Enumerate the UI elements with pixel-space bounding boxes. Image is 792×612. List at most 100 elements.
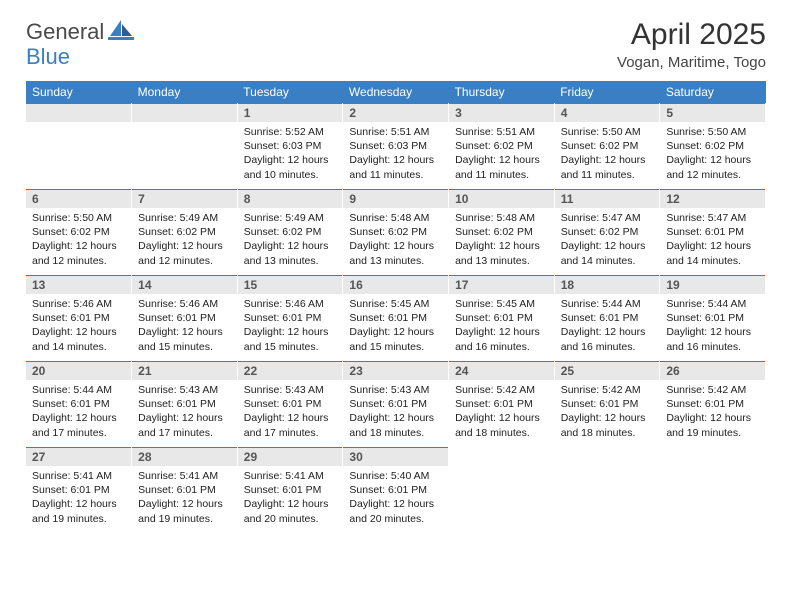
calendar-week-row: 27Sunrise: 5:41 AMSunset: 6:01 PMDayligh… <box>26 447 766 533</box>
day-content: Sunrise: 5:47 AMSunset: 6:01 PMDaylight:… <box>660 208 765 274</box>
day-number: 12 <box>660 189 765 208</box>
calendar-day-cell: 21Sunrise: 5:43 AMSunset: 6:01 PMDayligh… <box>132 361 238 447</box>
calendar-day-cell: 3Sunrise: 5:51 AMSunset: 6:02 PMDaylight… <box>449 103 555 189</box>
day-content: Sunrise: 5:45 AMSunset: 6:01 PMDaylight:… <box>343 294 448 360</box>
weekday-header: Friday <box>554 81 660 103</box>
day-number: 3 <box>449 103 554 122</box>
calendar-day-cell <box>449 447 555 533</box>
day-content: Sunrise: 5:51 AMSunset: 6:03 PMDaylight:… <box>343 122 448 188</box>
day-number: 5 <box>660 103 765 122</box>
weekday-header: Monday <box>132 81 238 103</box>
day-number: 2 <box>343 103 448 122</box>
day-content: Sunrise: 5:46 AMSunset: 6:01 PMDaylight:… <box>238 294 343 360</box>
day-number: 9 <box>343 189 448 208</box>
day-content: Sunrise: 5:40 AMSunset: 6:01 PMDaylight:… <box>343 466 448 532</box>
day-content: Sunrise: 5:43 AMSunset: 6:01 PMDaylight:… <box>238 380 343 446</box>
day-content: Sunrise: 5:41 AMSunset: 6:01 PMDaylight:… <box>26 466 131 532</box>
day-number: 24 <box>449 361 554 380</box>
calendar-day-cell: 30Sunrise: 5:40 AMSunset: 6:01 PMDayligh… <box>343 447 449 533</box>
day-number: 1 <box>238 103 343 122</box>
day-content: Sunrise: 5:44 AMSunset: 6:01 PMDaylight:… <box>555 294 660 360</box>
day-content: Sunrise: 5:42 AMSunset: 6:01 PMDaylight:… <box>660 380 765 446</box>
day-number: 29 <box>238 447 343 466</box>
calendar-table: Sunday Monday Tuesday Wednesday Thursday… <box>26 81 766 533</box>
calendar-week-row: 1Sunrise: 5:52 AMSunset: 6:03 PMDaylight… <box>26 103 766 189</box>
day-number: 30 <box>343 447 448 466</box>
day-number: 13 <box>26 275 131 294</box>
day-content: Sunrise: 5:47 AMSunset: 6:02 PMDaylight:… <box>555 208 660 274</box>
day-content: Sunrise: 5:52 AMSunset: 6:03 PMDaylight:… <box>238 122 343 188</box>
calendar-day-cell: 9Sunrise: 5:48 AMSunset: 6:02 PMDaylight… <box>343 189 449 275</box>
calendar-day-cell: 29Sunrise: 5:41 AMSunset: 6:01 PMDayligh… <box>237 447 343 533</box>
calendar-day-cell: 22Sunrise: 5:43 AMSunset: 6:01 PMDayligh… <box>237 361 343 447</box>
day-content: Sunrise: 5:50 AMSunset: 6:02 PMDaylight:… <box>26 208 131 274</box>
weekday-header: Wednesday <box>343 81 449 103</box>
calendar-day-cell: 27Sunrise: 5:41 AMSunset: 6:01 PMDayligh… <box>26 447 132 533</box>
day-number: 8 <box>238 189 343 208</box>
calendar-day-cell: 7Sunrise: 5:49 AMSunset: 6:02 PMDaylight… <box>132 189 238 275</box>
calendar-day-cell <box>554 447 660 533</box>
day-number: 17 <box>449 275 554 294</box>
day-number: 22 <box>238 361 343 380</box>
weekday-header: Tuesday <box>237 81 343 103</box>
title-block: April 2025 Vogan, Maritime, Togo <box>617 18 766 71</box>
day-number: 23 <box>343 361 448 380</box>
day-content: Sunrise: 5:51 AMSunset: 6:02 PMDaylight:… <box>449 122 554 188</box>
day-number: 10 <box>449 189 554 208</box>
day-number: 15 <box>238 275 343 294</box>
logo-text-general: General <box>26 19 104 45</box>
day-content: Sunrise: 5:46 AMSunset: 6:01 PMDaylight:… <box>26 294 131 360</box>
day-content: Sunrise: 5:45 AMSunset: 6:01 PMDaylight:… <box>449 294 554 360</box>
day-content: Sunrise: 5:48 AMSunset: 6:02 PMDaylight:… <box>343 208 448 274</box>
calendar-week-row: 6Sunrise: 5:50 AMSunset: 6:02 PMDaylight… <box>26 189 766 275</box>
calendar-day-cell: 18Sunrise: 5:44 AMSunset: 6:01 PMDayligh… <box>554 275 660 361</box>
calendar-day-cell: 12Sunrise: 5:47 AMSunset: 6:01 PMDayligh… <box>660 189 766 275</box>
page-subtitle: Vogan, Maritime, Togo <box>617 54 766 71</box>
calendar-day-cell: 10Sunrise: 5:48 AMSunset: 6:02 PMDayligh… <box>449 189 555 275</box>
calendar-day-cell: 5Sunrise: 5:50 AMSunset: 6:02 PMDaylight… <box>660 103 766 189</box>
day-number: 26 <box>660 361 765 380</box>
calendar-day-cell: 14Sunrise: 5:46 AMSunset: 6:01 PMDayligh… <box>132 275 238 361</box>
day-content: Sunrise: 5:44 AMSunset: 6:01 PMDaylight:… <box>26 380 131 446</box>
weekday-header: Saturday <box>660 81 766 103</box>
calendar-day-cell: 16Sunrise: 5:45 AMSunset: 6:01 PMDayligh… <box>343 275 449 361</box>
calendar-day-cell: 1Sunrise: 5:52 AMSunset: 6:03 PMDaylight… <box>237 103 343 189</box>
day-content: Sunrise: 5:43 AMSunset: 6:01 PMDaylight:… <box>343 380 448 446</box>
calendar-day-cell: 25Sunrise: 5:42 AMSunset: 6:01 PMDayligh… <box>554 361 660 447</box>
day-content: Sunrise: 5:42 AMSunset: 6:01 PMDaylight:… <box>449 380 554 446</box>
calendar-day-cell: 24Sunrise: 5:42 AMSunset: 6:01 PMDayligh… <box>449 361 555 447</box>
weekday-header: Thursday <box>449 81 555 103</box>
day-number: 21 <box>132 361 237 380</box>
day-number: 25 <box>555 361 660 380</box>
day-content: Sunrise: 5:42 AMSunset: 6:01 PMDaylight:… <box>555 380 660 446</box>
calendar-day-cell <box>660 447 766 533</box>
day-number: 14 <box>132 275 237 294</box>
calendar-day-cell: 19Sunrise: 5:44 AMSunset: 6:01 PMDayligh… <box>660 275 766 361</box>
day-content: Sunrise: 5:48 AMSunset: 6:02 PMDaylight:… <box>449 208 554 274</box>
calendar-week-row: 13Sunrise: 5:46 AMSunset: 6:01 PMDayligh… <box>26 275 766 361</box>
day-content: Sunrise: 5:41 AMSunset: 6:01 PMDaylight:… <box>132 466 237 532</box>
day-number: 19 <box>660 275 765 294</box>
weekday-header-row: Sunday Monday Tuesday Wednesday Thursday… <box>26 81 766 103</box>
day-number: 18 <box>555 275 660 294</box>
page-title: April 2025 <box>617 18 766 52</box>
day-content: Sunrise: 5:41 AMSunset: 6:01 PMDaylight:… <box>238 466 343 532</box>
day-number: 20 <box>26 361 131 380</box>
day-number: 16 <box>343 275 448 294</box>
calendar-day-cell: 6Sunrise: 5:50 AMSunset: 6:02 PMDaylight… <box>26 189 132 275</box>
header: General April 2025 Vogan, Maritime, Togo <box>26 18 766 71</box>
weekday-header: Sunday <box>26 81 132 103</box>
calendar-day-cell: 15Sunrise: 5:46 AMSunset: 6:01 PMDayligh… <box>237 275 343 361</box>
calendar-day-cell: 11Sunrise: 5:47 AMSunset: 6:02 PMDayligh… <box>554 189 660 275</box>
day-content: Sunrise: 5:44 AMSunset: 6:01 PMDaylight:… <box>660 294 765 360</box>
day-number: 27 <box>26 447 131 466</box>
day-number: 4 <box>555 103 660 122</box>
day-number: 7 <box>132 189 237 208</box>
day-content: Sunrise: 5:46 AMSunset: 6:01 PMDaylight:… <box>132 294 237 360</box>
day-content: Sunrise: 5:49 AMSunset: 6:02 PMDaylight:… <box>238 208 343 274</box>
calendar-day-cell: 2Sunrise: 5:51 AMSunset: 6:03 PMDaylight… <box>343 103 449 189</box>
calendar-day-cell: 4Sunrise: 5:50 AMSunset: 6:02 PMDaylight… <box>554 103 660 189</box>
calendar-day-cell: 8Sunrise: 5:49 AMSunset: 6:02 PMDaylight… <box>237 189 343 275</box>
calendar-day-cell: 26Sunrise: 5:42 AMSunset: 6:01 PMDayligh… <box>660 361 766 447</box>
day-number: 11 <box>555 189 660 208</box>
